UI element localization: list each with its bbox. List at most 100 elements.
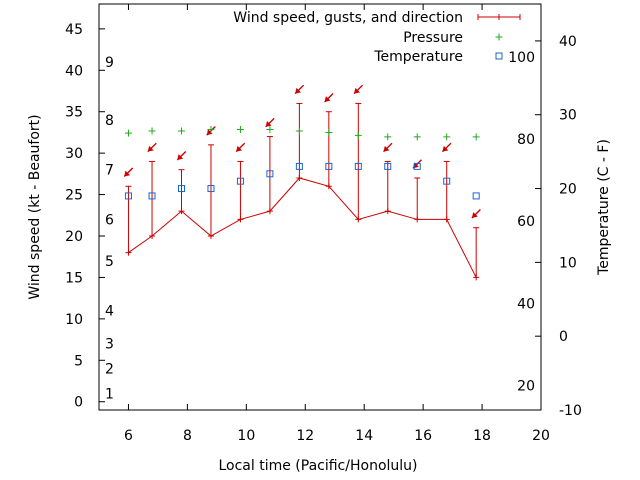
wind-speed-point [296,175,303,181]
beaufort-label: 3 [105,337,114,353]
ticks-layer: 6 8 10 12 14 16 18 2005101520253035404512345678… [65,4,582,444]
y2-tick-label: 40 [559,34,577,50]
fahrenheit-label: 40 [517,297,535,313]
wind-arrow-head [383,145,390,152]
pressure-point [443,133,451,141]
y-tick-label: 30 [65,146,83,162]
beaufort-label: 7 [105,163,114,179]
pressure-point [148,127,156,135]
wind-direction-arrow [265,117,275,128]
temperature-point [266,170,274,178]
wind-arrow-head [236,145,243,152]
wind-speed-point [414,216,421,223]
wind-arrow-head [147,145,154,152]
x-tick-label: 12 [296,428,314,444]
legend: Wind speed, gusts, and direction Pressur… [233,10,521,65]
x-tick-label: 6 [124,428,133,444]
wind-arrow-head [354,87,360,94]
wind-arrow-head [442,145,449,152]
y-tick-label: 40 [65,63,83,79]
y-tick-label: 20 [65,229,83,245]
pressure-point [207,125,215,133]
temperature-point [178,185,186,193]
wind-speed-point [325,183,332,190]
legend-swatches [477,14,521,60]
wind-direction-arrow [353,84,364,95]
beaufort-label: 2 [105,362,114,378]
temperature-point [384,162,392,170]
fahrenheit-label: 60 [517,214,535,230]
fahrenheit-label: 80 [517,132,535,148]
y-axis-label: Wind speed (kt - Beaufort) [27,114,43,299]
wind-speed-point [384,208,391,215]
wind-direction-arrow [324,92,334,103]
temperature-point [295,162,303,170]
wind-speed-point [443,216,450,223]
wind-arrow-head [324,96,331,102]
x-tick-label: 8 [183,428,192,444]
beaufort-label: 4 [105,304,114,320]
legend-temperature-label: Temperature [373,49,463,65]
wind-direction-arrow [147,142,157,153]
x-tick-label: 16 [414,428,432,444]
wind-speed-point [266,208,273,215]
pressure-point [124,129,132,137]
wind-arrow-head [124,170,131,177]
pressure-point [413,133,421,141]
wind-speed-point [125,249,132,256]
wind-speed-point [178,208,185,215]
y2-axis-label: Temperature (C - F) [596,139,612,276]
temperature-point [413,162,421,170]
temperature-point [354,162,362,170]
wind-arrow-head [295,87,301,94]
y2-tick-label: 0 [559,329,568,345]
beaufort-label: 9 [105,55,114,71]
pressure-point [266,125,274,133]
beaufort-label: 5 [105,254,114,270]
temperature-point [236,177,244,185]
legend-temperature-swatch [495,52,503,60]
pressure-point [384,133,392,141]
pressure-point [354,131,362,139]
series-layer [123,84,481,281]
beaufort-label: 8 [105,113,114,129]
wind-arrow-head [206,129,213,136]
fahrenheit-label: 20 [517,379,535,395]
wind-speed-point [355,216,362,223]
pressure-point [236,125,244,133]
pressure-point [472,133,480,141]
wind-direction-arrow [235,142,246,153]
y2-tick-label: -10 [559,403,582,419]
fahrenheit-label: 100 [508,50,535,66]
wind-arrow-head [265,120,272,127]
wind-direction-arrow [294,84,305,95]
y-tick-label: 35 [65,105,83,121]
wind-direction-arrow [383,142,393,153]
y-tick-label: 45 [65,22,83,38]
plot-frame [98,3,542,411]
x-axis-label: Local time (Pacific/Honolulu) [218,458,417,474]
y-tick-label: 25 [65,188,83,204]
wind-speed-point [473,274,480,281]
y-tick-label: 5 [74,353,83,369]
x-tick-label: 10 [237,428,255,444]
temperature-point [207,185,215,193]
temperature-point [148,192,156,200]
legend-pressure-swatch [495,33,503,41]
wind-arrow-head [177,154,184,160]
temperature-point [472,192,480,200]
wind-arrow-head [471,212,478,218]
wind-speed-point [149,233,156,239]
temperature-point [443,177,451,185]
pressure-point [178,127,186,135]
legend-pressure-label: Pressure [403,30,463,46]
y-tick-label: 0 [74,395,83,411]
beaufort-label: 1 [105,386,114,402]
pressure-point [325,128,333,136]
y2-tick-label: 10 [559,255,577,271]
wind-direction-arrow [123,167,134,178]
y2-tick-label: 30 [559,108,577,124]
y2-tick-label: 20 [559,182,577,198]
wind-direction-arrow [176,150,187,161]
temperature-point [124,192,132,200]
